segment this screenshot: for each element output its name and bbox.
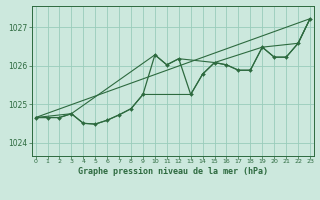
X-axis label: Graphe pression niveau de la mer (hPa): Graphe pression niveau de la mer (hPa)	[78, 167, 268, 176]
